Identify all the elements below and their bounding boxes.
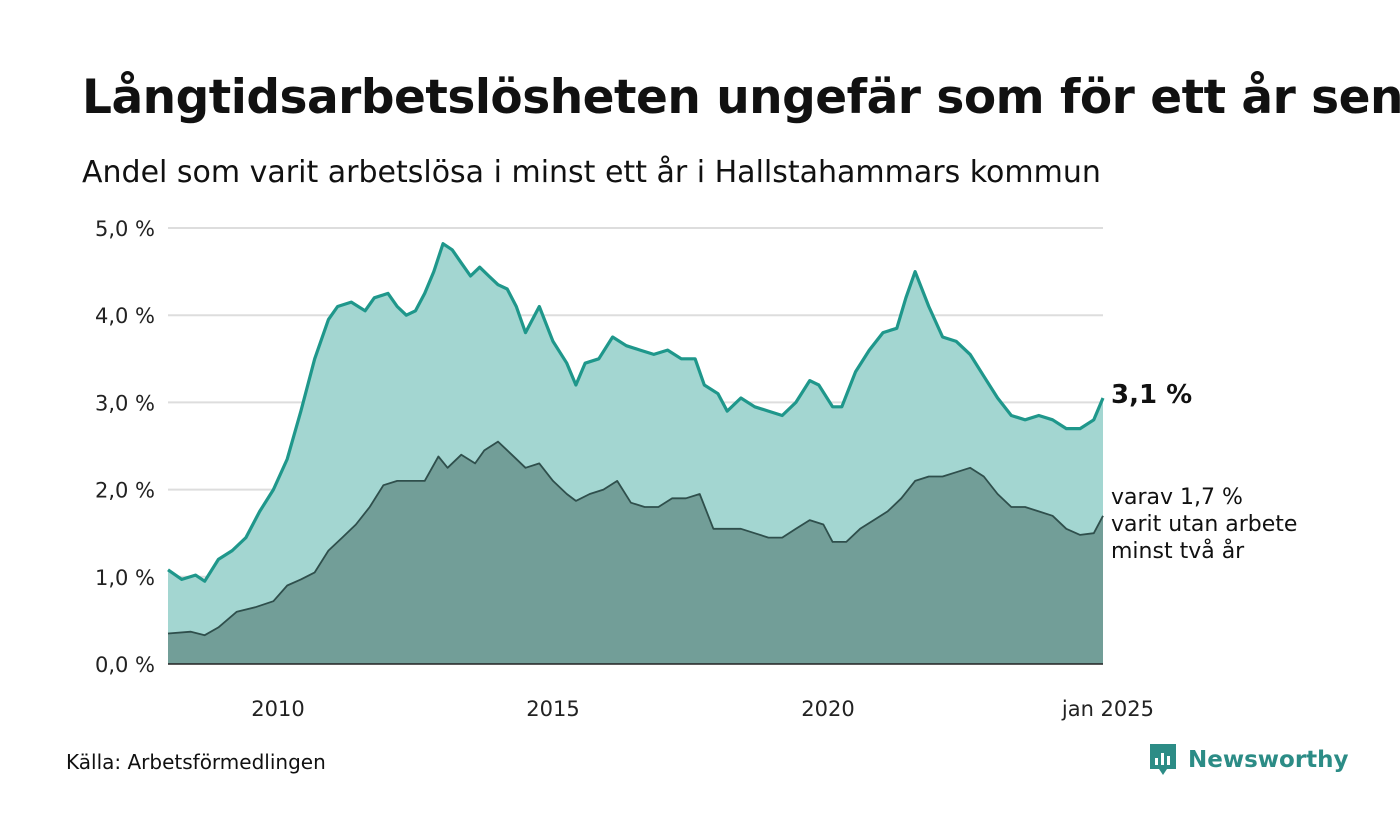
source-note: Källa: Arbetsförmedlingen bbox=[66, 750, 326, 774]
series-layer bbox=[167, 242, 1105, 664]
brand-name: Newsworthy bbox=[1188, 747, 1349, 773]
y-tick-label: 0,0 % bbox=[95, 653, 155, 677]
series-sub-area bbox=[168, 441, 1103, 664]
chart-title: Långtidsarbetslösheten ungefär som för e… bbox=[82, 70, 1400, 125]
latest-sub-line-1: varav 1,7 % bbox=[1111, 485, 1243, 510]
chart-subtitle: Andel som varit arbetslösa i minst ett å… bbox=[82, 155, 1101, 190]
x-tick-label: 2020 bbox=[801, 697, 854, 721]
y-tick-label: 5,0 % bbox=[95, 217, 155, 241]
newsworthy-logo-icon bbox=[1150, 744, 1176, 775]
y-tick-label: 1,0 % bbox=[95, 566, 155, 590]
x-tick-label: 2010 bbox=[251, 697, 304, 721]
x-tick-label: jan 2025 bbox=[1061, 697, 1154, 721]
axes: 0,0 % 1,0 % 2,0 % 3,0 % 4,0 % 5,0 % 2010 2015 20… bbox=[95, 217, 1154, 721]
latest-sub-label: varav 1,7 % varit utan arbete minst två … bbox=[1111, 484, 1371, 565]
x-tick-label: 2015 bbox=[526, 697, 579, 721]
latest-total-label: 3,1 % bbox=[1111, 380, 1193, 410]
latest-sub-line-3: minst två år bbox=[1111, 539, 1245, 564]
latest-sub-line-2: varit utan arbete bbox=[1111, 512, 1298, 537]
brand-logo: Newsworthy bbox=[1148, 742, 1349, 778]
y-tick-label: 2,0 % bbox=[95, 479, 155, 503]
y-tick-label: 3,0 % bbox=[95, 391, 155, 415]
y-tick-label: 4,0 % bbox=[95, 304, 155, 328]
series-total-line bbox=[167, 242, 1105, 583]
series-sub-line bbox=[167, 440, 1104, 637]
